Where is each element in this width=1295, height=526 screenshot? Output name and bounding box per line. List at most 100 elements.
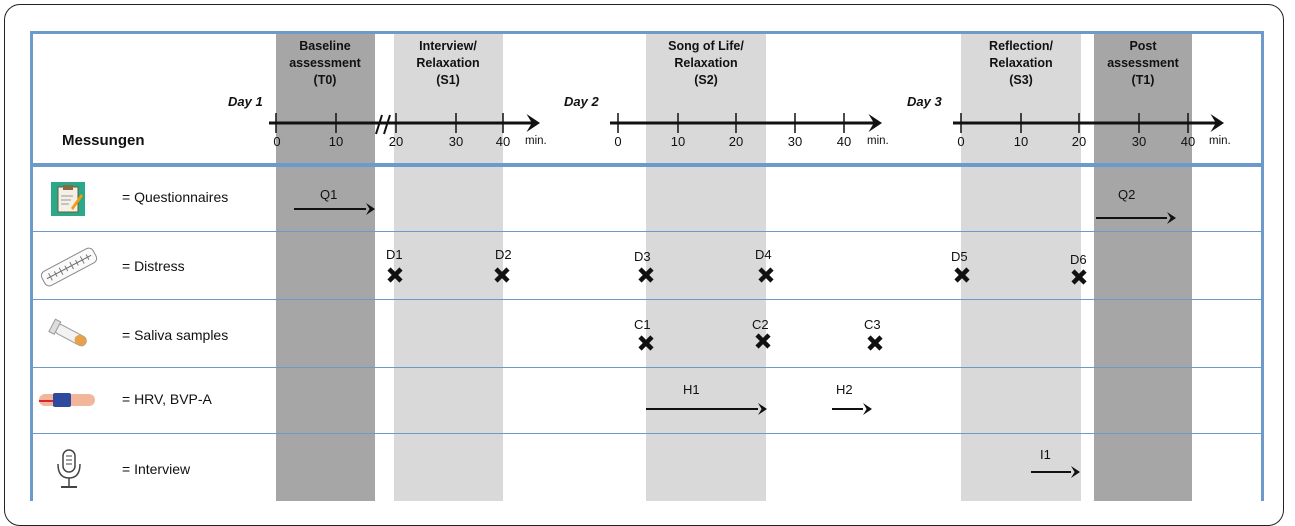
finger-sensor-icon — [39, 389, 99, 411]
tick-label: 40 — [495, 134, 511, 149]
tick-label: 20 — [1071, 134, 1087, 149]
cross-label: C1 — [634, 317, 651, 332]
row-separator — [31, 299, 1264, 300]
cross-mark — [758, 267, 774, 283]
phase-title: Song of Life/Relaxation (S2) — [636, 38, 776, 89]
phase-band-reflection — [961, 32, 1081, 501]
phase-title-line: Reflection/ — [989, 39, 1053, 53]
measure-arrowhead — [1071, 466, 1080, 478]
arrow-label: H1 — [683, 382, 700, 397]
arrow-label: Q1 — [320, 187, 338, 202]
phase-band-baseline — [276, 32, 375, 501]
phase-title: Reflection/Relaxation (S3) — [951, 38, 1091, 89]
study-timeline-diagram: Baseline assessment (T0) Interview/Relaxati… — [30, 31, 1264, 501]
min-unit-label: min. — [867, 135, 889, 147]
blue-top-border — [31, 31, 1264, 34]
tick-label: 10 — [1013, 134, 1029, 149]
row-label: = Questionnaires — [122, 189, 229, 205]
axis-break-mark — [383, 114, 391, 135]
cross-label: C2 — [752, 317, 769, 332]
tick-label: 0 — [273, 134, 281, 149]
row-separator — [31, 231, 1264, 232]
row-label: = Interview — [122, 461, 191, 477]
min-unit-label: min. — [525, 135, 547, 147]
phase-band-interview — [394, 32, 503, 501]
phase-title-line: Interview/ — [419, 39, 477, 53]
phase-title-line: Post — [1129, 39, 1157, 53]
tick-label: 40 — [836, 134, 852, 149]
tick-label: 30 — [787, 134, 803, 149]
timeline-arrowhead — [1210, 114, 1224, 132]
arrow-label: Q2 — [1118, 187, 1136, 202]
tick-label: 0 — [614, 134, 622, 149]
tick-label: 30 — [448, 134, 464, 149]
tick-label: 30 — [1131, 134, 1147, 149]
phase-title-line: Relaxation — [989, 56, 1053, 70]
day-label: Day 2 — [564, 94, 599, 109]
cross-mark — [638, 267, 654, 283]
phase-title: Post assessment (T1) — [1073, 38, 1213, 89]
microphone-icon — [54, 448, 84, 492]
measures-heading: Messungen — [62, 132, 145, 149]
tick-label: 20 — [388, 134, 404, 149]
phase-title-line: (S2) — [694, 73, 718, 87]
cross-label: D6 — [1070, 252, 1087, 267]
thermometer-scale-icon — [36, 245, 102, 289]
row-label: = Saliva samples — [122, 327, 229, 343]
phase-title-line: (S1) — [436, 73, 460, 87]
phase-title-line: (T0) — [313, 73, 337, 87]
cross-label: D2 — [495, 247, 512, 262]
row-separator — [31, 367, 1264, 368]
measure-arrowhead — [863, 403, 872, 415]
cross-label: D4 — [755, 247, 772, 262]
cross-label: D3 — [634, 249, 651, 264]
cross-label: D1 — [386, 247, 403, 262]
axis-break-mark — [375, 114, 383, 135]
phase-title-line: assessment — [1107, 56, 1179, 70]
cross-mark — [755, 333, 771, 349]
day-label: Day 1 — [228, 94, 263, 109]
tick-label: 20 — [728, 134, 744, 149]
row-label: = Distress — [122, 258, 185, 274]
phase-title-line: Song of Life/ — [668, 39, 744, 53]
tick-label: 0 — [957, 134, 965, 149]
blue-right-border — [1261, 31, 1264, 501]
phase-title-line: assessment — [289, 56, 361, 70]
phase-title-line: Relaxation — [416, 56, 480, 70]
arrow-label: H2 — [836, 382, 853, 397]
phase-title: Interview/Relaxation (S1) — [378, 38, 518, 89]
cross-label: D5 — [951, 249, 968, 264]
timeline-arrowhead — [526, 114, 540, 132]
cross-mark — [387, 267, 403, 283]
phase-title-line: Relaxation — [674, 56, 738, 70]
measure-arrowhead — [1167, 212, 1176, 224]
measure-arrowhead — [366, 203, 375, 215]
cross-mark — [638, 335, 654, 351]
phase-band-song-of-life — [646, 32, 766, 501]
cross-mark — [954, 267, 970, 283]
phase-title: Baseline assessment (T0) — [255, 38, 395, 89]
timeline-arrowhead — [868, 114, 882, 132]
cross-mark — [867, 335, 883, 351]
tick-label: 10 — [328, 134, 344, 149]
cross-mark — [1071, 269, 1087, 285]
timeline-drawing — [269, 113, 1224, 478]
phase-title-line: (T1) — [1131, 73, 1155, 87]
row-separator — [31, 433, 1264, 434]
cross-mark — [494, 267, 510, 283]
phase-band-post — [1094, 32, 1192, 501]
tick-label: 40 — [1180, 134, 1196, 149]
arrow-label: I1 — [1040, 447, 1051, 462]
test-tube-icon — [47, 318, 97, 351]
row-label: = HRV, BVP-A — [122, 391, 212, 407]
phase-title-line: Baseline — [299, 39, 351, 53]
blue-left-border — [30, 31, 33, 501]
clipboard-icon — [51, 182, 85, 216]
min-unit-label: min. — [1209, 135, 1231, 147]
header-separator — [31, 163, 1264, 167]
day-label: Day 3 — [907, 94, 942, 109]
measure-arrowhead — [758, 403, 767, 415]
cross-label: C3 — [864, 317, 881, 332]
phase-title-line: (S3) — [1009, 73, 1033, 87]
tick-label: 10 — [670, 134, 686, 149]
